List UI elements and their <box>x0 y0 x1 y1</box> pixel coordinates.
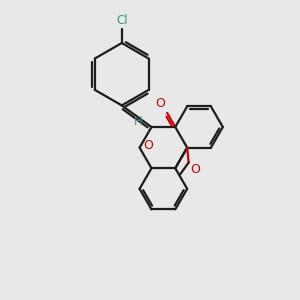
Text: O: O <box>156 98 166 110</box>
Text: H: H <box>134 115 142 128</box>
Text: Cl: Cl <box>116 14 128 27</box>
Text: O: O <box>190 163 200 176</box>
Text: O: O <box>143 139 153 152</box>
